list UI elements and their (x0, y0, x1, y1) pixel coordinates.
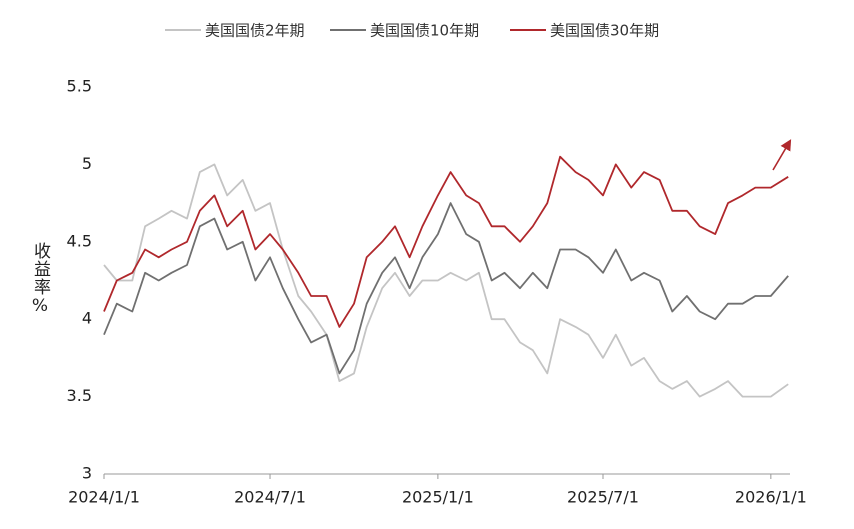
x-tick-label: 2026/1/1 (735, 488, 807, 507)
series-line (103, 155, 789, 328)
y-tick-label: 3.5 (67, 386, 92, 405)
series-line (103, 202, 789, 375)
legend-label: 美国国债10年期 (370, 22, 479, 40)
trend-arrow (772, 139, 792, 171)
y-axis-label: 收益率% (30, 242, 50, 317)
x-tick-label: 2025/1/1 (402, 488, 474, 507)
x-tick-label: 2025/7/1 (567, 488, 639, 507)
legend-label: 美国国债30年期 (550, 22, 659, 40)
x-tick-label: 2024/7/1 (234, 488, 306, 507)
legend-label: 美国国债2年期 (205, 22, 305, 40)
y-tick-label: 3 (82, 464, 92, 483)
y-tick-label: 5 (82, 154, 92, 173)
y-tick-label: 5.5 (67, 77, 92, 96)
series-line (103, 163, 789, 398)
x-tick-label: 2024/1/1 (68, 488, 140, 507)
y-tick-label: 4.5 (67, 231, 92, 250)
y-tick-label: 4 (82, 309, 92, 328)
